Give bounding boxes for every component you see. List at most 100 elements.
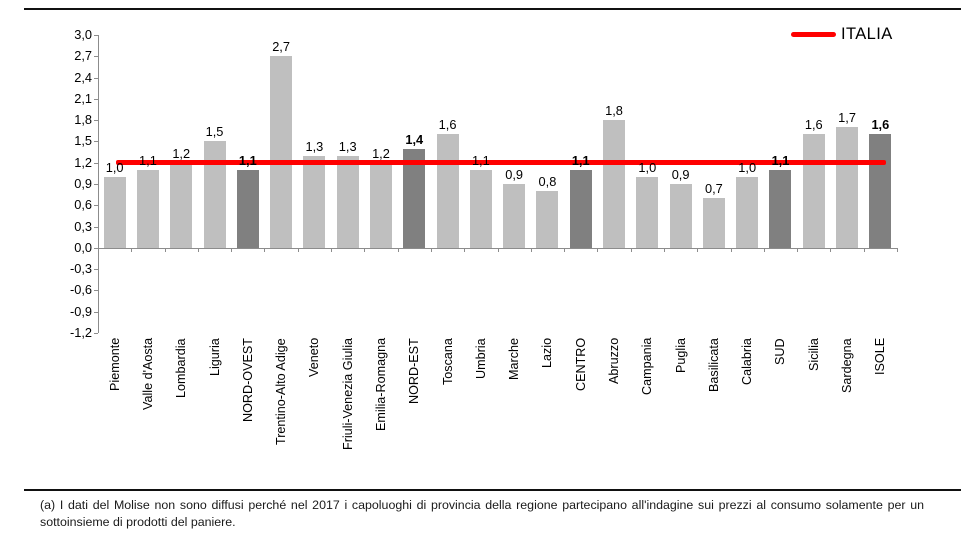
x-tick bbox=[897, 247, 898, 252]
x-label-isole: ISOLE bbox=[873, 338, 888, 376]
bar-value-centro: 1,1 bbox=[571, 152, 590, 168]
y-tick-label: 1,5 bbox=[74, 133, 92, 149]
bar-toscana bbox=[436, 134, 459, 248]
x-label-valle-d-aosta: Valle d'Aosta bbox=[140, 338, 155, 411]
x-label-veneto: Veneto bbox=[307, 338, 322, 378]
x-label-calabria: Calabria bbox=[740, 338, 755, 385]
x-label-puglia: Puglia bbox=[673, 338, 688, 374]
bar-sardegna bbox=[836, 127, 859, 248]
y-tick bbox=[94, 311, 98, 313]
x-tick bbox=[530, 247, 532, 252]
x-label-nord-est: NORD-EST bbox=[407, 338, 422, 404]
bar-value-sardegna: 1,7 bbox=[838, 110, 856, 126]
x-tick bbox=[630, 247, 632, 252]
italia-line-swatch bbox=[791, 32, 836, 37]
bottom-rule bbox=[24, 489, 961, 491]
legend-label: ITALIA bbox=[841, 25, 893, 43]
x-label-basilicata: Basilicata bbox=[706, 338, 721, 392]
y-tick bbox=[94, 333, 98, 334]
bar-value-valle-d-aosta: 1,1 bbox=[139, 152, 157, 168]
y-tick bbox=[94, 35, 98, 36]
x-label-piemonte: Piemonte bbox=[107, 338, 122, 392]
bar-nord-est bbox=[403, 148, 426, 248]
bar-value-campania: 1,0 bbox=[638, 159, 657, 175]
bar-value-toscana: 1,6 bbox=[438, 117, 457, 133]
x-label-nord-ovest: NORD-OVEST bbox=[240, 338, 255, 422]
y-tick-label: 2,4 bbox=[74, 69, 92, 85]
x-tick bbox=[164, 247, 166, 252]
x-tick bbox=[797, 247, 799, 252]
x-tick bbox=[830, 247, 832, 252]
y-tick-label: -0,9 bbox=[69, 303, 92, 319]
legend: ITALIA bbox=[791, 25, 893, 44]
bar-value-sicilia: 1,6 bbox=[804, 117, 823, 133]
bar-sicilia bbox=[802, 134, 825, 248]
bar-nord-ovest bbox=[236, 169, 259, 248]
x-tick bbox=[464, 247, 466, 252]
y-tick-label: -0,3 bbox=[69, 261, 92, 277]
y-tick bbox=[94, 141, 98, 143]
x-label-centro: CENTRO bbox=[573, 338, 588, 392]
bar-valle-d-aosta bbox=[136, 169, 159, 248]
y-tick-label: -0,6 bbox=[69, 282, 92, 298]
y-tick-label: 3,0 bbox=[74, 27, 92, 42]
bar-centro bbox=[569, 169, 592, 248]
x-label-toscana: Toscana bbox=[440, 338, 455, 385]
bar-value-umbria: 1,1 bbox=[471, 152, 490, 168]
bar-veneto bbox=[303, 155, 326, 248]
x-label-marche: Marche bbox=[507, 338, 522, 380]
bar-lombardia bbox=[170, 162, 193, 248]
y-tick-label: 0,9 bbox=[74, 176, 92, 191]
x-label-liguria: Liguria bbox=[207, 338, 222, 376]
bar-basilicata bbox=[702, 198, 725, 248]
bar-value-puglia: 0,9 bbox=[671, 167, 690, 182]
bar-value-nord-est: 1,4 bbox=[405, 131, 424, 147]
bar-value-trentino-alto-adige: 2,7 bbox=[272, 39, 290, 55]
x-tick bbox=[197, 247, 199, 252]
y-tick-label: 0,6 bbox=[74, 197, 92, 213]
y-tick-label: 1,8 bbox=[74, 112, 92, 128]
bar-piemonte bbox=[103, 176, 126, 248]
bar-value-liguria: 1,5 bbox=[205, 124, 224, 140]
y-tick-label: 0,3 bbox=[74, 218, 92, 234]
y-tick bbox=[94, 162, 98, 164]
x-tick bbox=[397, 247, 399, 252]
y-axis-line bbox=[98, 35, 99, 333]
x-label-sardegna: Sardegna bbox=[840, 338, 855, 393]
bar-abruzzo bbox=[603, 120, 626, 248]
x-label-sicilia: Sicilia bbox=[806, 338, 821, 371]
x-label-trentino-alto-adige: Trentino-Alto Adige bbox=[274, 338, 289, 445]
bar-trentino-alto-adige bbox=[270, 56, 293, 248]
x-tick bbox=[231, 247, 233, 252]
x-label-lombardia: Lombardia bbox=[174, 338, 189, 398]
x-tick bbox=[697, 247, 699, 252]
y-tick bbox=[94, 290, 98, 292]
y-tick bbox=[94, 269, 98, 271]
x-tick bbox=[364, 247, 366, 252]
bar-liguria bbox=[203, 141, 226, 248]
x-tick bbox=[297, 247, 299, 252]
y-tick bbox=[94, 226, 98, 228]
italia-reference-line bbox=[116, 159, 886, 165]
y-tick bbox=[94, 56, 98, 58]
bar-sud bbox=[769, 169, 792, 248]
bar-umbria bbox=[469, 169, 492, 248]
bar-emilia-romagna bbox=[369, 162, 392, 248]
y-tick-label: -1,2 bbox=[69, 325, 92, 340]
y-tick bbox=[94, 184, 98, 185]
bar-value-veneto: 1,3 bbox=[305, 138, 324, 154]
y-tick bbox=[94, 98, 98, 100]
y-tick-label: 2,7 bbox=[74, 48, 92, 64]
bar-value-sud: 1,1 bbox=[771, 152, 790, 168]
bar-puglia bbox=[669, 184, 692, 248]
y-tick-label: 0,0 bbox=[74, 239, 92, 255]
bar-value-nord-ovest: 1,1 bbox=[238, 152, 257, 168]
bar-value-calabria: 1,0 bbox=[738, 159, 757, 175]
x-label-emilia-romagna: Emilia-Romagna bbox=[373, 338, 388, 432]
y-tick bbox=[94, 120, 98, 122]
y-tick bbox=[94, 77, 98, 79]
bar-marche bbox=[503, 184, 526, 248]
bar-lazio bbox=[536, 191, 559, 248]
bar-calabria bbox=[736, 176, 759, 248]
x-tick bbox=[430, 247, 432, 252]
